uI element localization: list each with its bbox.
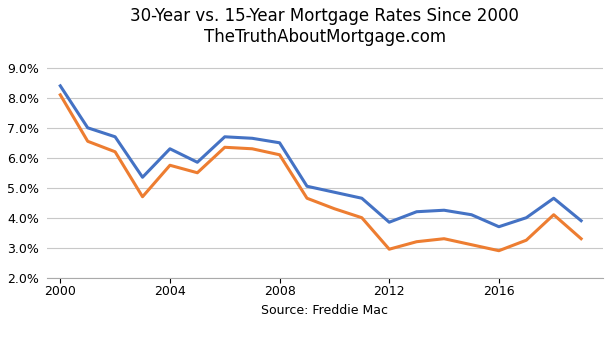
15-Year Fixed <box>303 196 310 200</box>
15-Year Fixed <box>413 240 420 244</box>
15-Year Fixed <box>276 153 283 157</box>
30-Year Fixed <box>331 190 338 194</box>
15-Year Fixed <box>358 216 365 220</box>
30-Year Fixed <box>221 135 228 139</box>
30-Year Fixed <box>57 84 64 88</box>
15-Year Fixed <box>167 163 174 167</box>
15-Year Fixed <box>578 237 585 241</box>
30-Year Fixed <box>386 220 393 224</box>
15-Year Fixed <box>194 171 201 175</box>
30-Year Fixed <box>167 147 174 151</box>
30-Year Fixed <box>413 210 420 214</box>
30-Year Fixed <box>578 219 585 223</box>
Line: 30-Year Fixed: 30-Year Fixed <box>60 86 581 227</box>
15-Year Fixed <box>468 242 475 247</box>
30-Year Fixed <box>84 126 92 130</box>
30-Year Fixed <box>468 213 475 217</box>
30-Year Fixed <box>112 135 119 139</box>
15-Year Fixed <box>440 237 448 241</box>
30-Year Fixed <box>194 160 201 164</box>
30-Year Fixed <box>440 208 448 213</box>
15-Year Fixed <box>550 213 558 217</box>
15-Year Fixed <box>112 150 119 154</box>
30-Year Fixed <box>495 225 503 229</box>
30-Year Fixed <box>303 184 310 188</box>
30-Year Fixed <box>248 136 256 140</box>
15-Year Fixed <box>248 147 256 151</box>
Line: 15-Year Fixed: 15-Year Fixed <box>60 95 581 251</box>
30-Year Fixed <box>550 196 558 200</box>
15-Year Fixed <box>331 206 338 211</box>
15-Year Fixed <box>495 248 503 253</box>
30-Year Fixed <box>358 196 365 200</box>
30-Year Fixed <box>276 141 283 145</box>
15-Year Fixed <box>57 93 64 97</box>
30-Year Fixed <box>139 175 146 179</box>
X-axis label: Source: Freddie Mac: Source: Freddie Mac <box>261 304 389 317</box>
15-Year Fixed <box>84 139 92 143</box>
15-Year Fixed <box>221 145 228 150</box>
15-Year Fixed <box>139 195 146 199</box>
15-Year Fixed <box>386 247 393 251</box>
15-Year Fixed <box>523 238 530 242</box>
Title: 30-Year vs. 15-Year Mortgage Rates Since 2000
TheTruthAboutMortgage.com: 30-Year vs. 15-Year Mortgage Rates Since… <box>131 7 519 46</box>
30-Year Fixed <box>523 216 530 220</box>
